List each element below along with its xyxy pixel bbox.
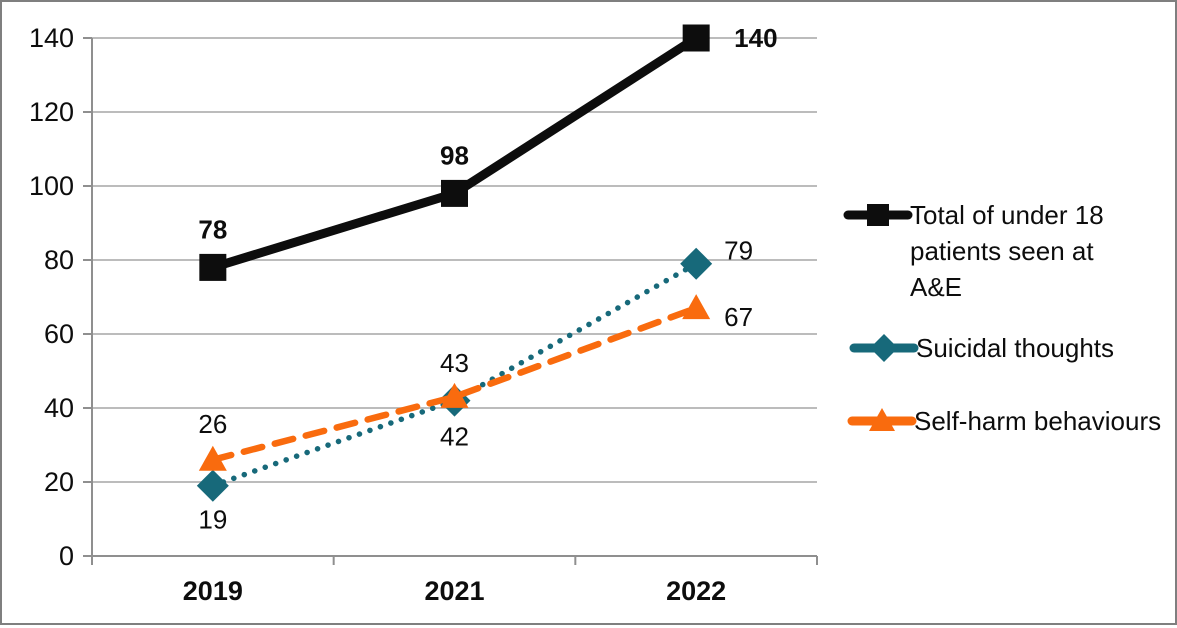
legend: Total of under 18 patients seen at A&E Suic… — [843, 200, 1161, 436]
y-tick-label: 80 — [44, 245, 74, 275]
data-point-marker — [440, 382, 469, 408]
series-2: 19 42 79 — [196, 236, 753, 535]
y-tick-label: 40 — [44, 393, 74, 423]
series-3: 26 43 67 — [198, 294, 753, 471]
data-label: 26 — [198, 409, 227, 439]
x-tick-label: 2022 — [666, 576, 726, 606]
data-label: 140 — [734, 23, 777, 53]
legend-label: Self-harm behaviours — [914, 406, 1161, 436]
axes — [83, 37, 818, 565]
data-point-marker — [870, 334, 898, 362]
data-label: 67 — [724, 302, 753, 332]
data-point-marker — [682, 24, 710, 52]
data-point-marker — [196, 469, 229, 502]
x-tick-label: 2021 — [424, 576, 484, 606]
x-tick-label: 2019 — [183, 576, 243, 606]
legend-item: Total of under 18 patients seen at A&E — [843, 200, 1104, 302]
data-point-marker — [441, 179, 468, 207]
legend-item: Self-harm behaviours — [847, 406, 1161, 436]
data-point-marker — [869, 408, 895, 431]
y-tick-label: 0 — [59, 541, 74, 571]
data-point-marker — [680, 247, 713, 280]
legend-label: A&E — [910, 272, 962, 302]
data-label: 19 — [198, 505, 227, 535]
x-axis-labels: 2019 2021 2022 — [183, 576, 726, 606]
legend-item: Suicidal thoughts — [849, 333, 1114, 363]
y-tick-label: 60 — [44, 319, 74, 349]
series-line — [209, 304, 700, 464]
data-label: 42 — [440, 422, 469, 452]
data-point-marker — [198, 445, 227, 471]
data-point-marker — [199, 253, 227, 281]
data-point-marker — [682, 294, 711, 320]
y-tick-label: 120 — [29, 97, 74, 127]
data-point-marker — [867, 204, 889, 226]
y-tick-label: 140 — [29, 23, 74, 53]
legend-label: Suicidal thoughts — [916, 333, 1114, 363]
data-label: 43 — [440, 348, 469, 378]
series-1: 78 98 140 — [198, 23, 778, 281]
legend-label: patients seen at — [910, 236, 1094, 266]
data-label: 98 — [440, 140, 469, 170]
y-axis-labels: 0 20 40 60 80 100 120 140 — [29, 23, 74, 571]
data-label: 79 — [724, 236, 753, 266]
y-tick-label: 100 — [29, 171, 74, 201]
data-label: 78 — [198, 214, 227, 244]
legend-label: Total of under 18 — [910, 200, 1104, 230]
y-tick-label: 20 — [44, 467, 74, 497]
